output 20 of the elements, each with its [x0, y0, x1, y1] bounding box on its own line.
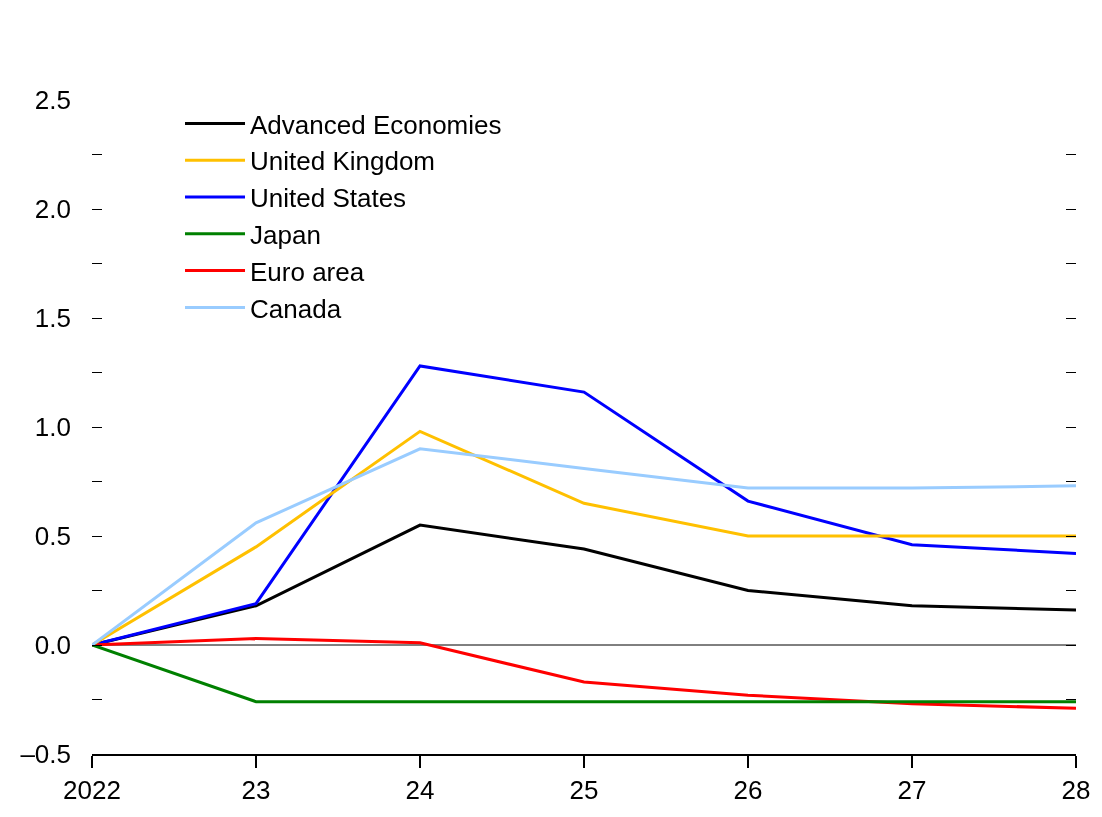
x-tick-label: 25	[569, 774, 599, 805]
legend-label: Canada	[250, 293, 342, 324]
y-tick-label: 2.5	[34, 85, 71, 116]
legend-label: United States	[250, 183, 407, 214]
legend-label: Advanced Economies	[250, 109, 502, 140]
x-tick-label: 2022	[63, 774, 121, 805]
y-tick-label: –0.5	[20, 739, 71, 770]
y-tick-label: 0.5	[34, 521, 71, 552]
y-tick-label: 1.0	[34, 412, 71, 443]
x-tick-label: 27	[897, 774, 927, 805]
legend-label: United Kingdom	[250, 146, 436, 177]
legend-label: Japan	[250, 219, 321, 250]
x-tick-label: 24	[405, 774, 435, 805]
x-tick-label: 28	[1061, 774, 1091, 805]
x-tick-label: 23	[241, 774, 271, 805]
legend-label: Euro area	[250, 256, 365, 287]
y-tick-label: 0.0	[34, 630, 71, 661]
y-tick-label: 1.5	[34, 303, 71, 334]
y-tick-label: 2.0	[34, 194, 71, 225]
x-tick-label: 26	[733, 774, 763, 805]
